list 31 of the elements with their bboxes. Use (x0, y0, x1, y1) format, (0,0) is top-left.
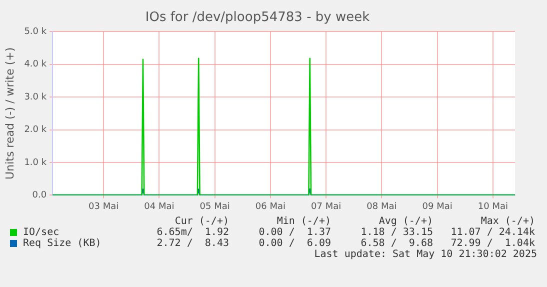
text: 72.99 / 1.04k (450, 238, 535, 249)
text: 0.00 / 6.09 (258, 238, 331, 249)
text: Last update: Sat May 10 21:30:02 2025 (313, 249, 537, 260)
y-tick-label: 0.0 (32, 190, 47, 201)
text: 6.65m/ 1.92 (156, 227, 229, 238)
text: 6.58 / 9.68 (360, 238, 433, 249)
text: 2.72 / 8.43 (156, 238, 229, 249)
y-tick-label: 2.0 k (24, 125, 48, 136)
x-tick-label: 05 Mai (200, 202, 230, 212)
y-tick-label: 3.0 k (24, 92, 48, 102)
x-tick-label: 03 Mai (88, 202, 119, 212)
y-tick-label: 1.0 k (24, 158, 48, 168)
x-tick-label: 10 Mai (478, 202, 508, 212)
x-tick-label: 07 Mai (311, 202, 342, 212)
text: 1.18 / 33.15 (360, 227, 433, 238)
y-tick-label: 5.0 k (24, 26, 48, 37)
text: Avg (-/+) (378, 216, 433, 227)
y-axis-title: Units read (-) / write (+) (3, 47, 16, 180)
text: Max (-/+) (480, 216, 535, 227)
text: 11.07 / 24.14k (450, 227, 535, 238)
chart-title: IOs for /dev/ploop54783 - by week (145, 10, 370, 26)
y-tick-label: 4.0 k (24, 60, 48, 70)
x-tick-label: 09 Mai (422, 202, 452, 212)
text: 0.00 / 1.37 (258, 227, 331, 238)
legend-label: Req Size (KB) (23, 238, 102, 249)
text: Min (-/+) (276, 216, 331, 227)
x-tick-label: 04 Mai (144, 202, 174, 212)
x-tick-label: 06 Mai (255, 202, 286, 212)
text: Cur (-/+) (174, 216, 229, 227)
legend-label: IO/sec (23, 227, 60, 238)
x-tick-label: 08 Mai (366, 202, 397, 212)
